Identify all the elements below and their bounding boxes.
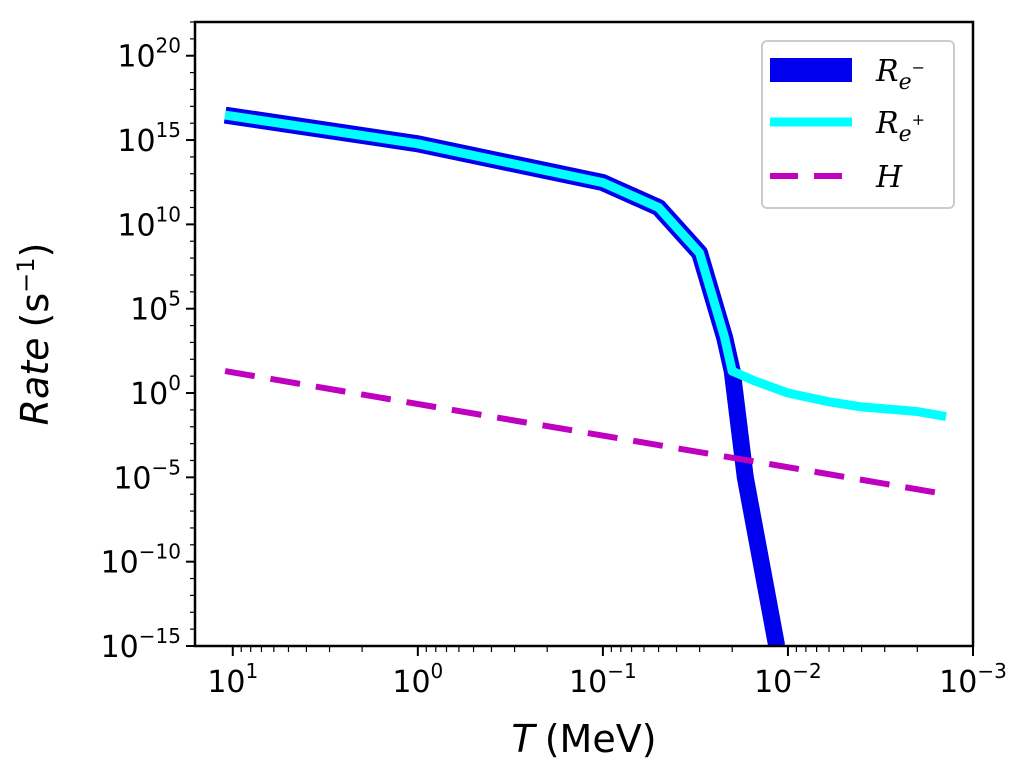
x-tick-label-0: 101 — [207, 659, 258, 700]
y-tick-label-5: 10−5 — [113, 455, 181, 496]
y-axis-label-unit: (s — [13, 293, 57, 328]
x-tick-label-2: 10−1 — [569, 659, 637, 700]
series-layer — [223, 106, 947, 646]
x-axis-label-unit: (MeV) — [545, 717, 657, 761]
series-line-3 — [224, 368, 947, 498]
series-line-2 — [224, 110, 947, 422]
y-tick-label-7: 10−15 — [101, 624, 181, 665]
y-axis-label: Rate (s−1) — [12, 243, 57, 426]
legend: Re− Re+ H — [761, 40, 955, 209]
x-tick-label-4: 10−3 — [939, 659, 1007, 700]
y-tick-label-6: 10−10 — [101, 540, 181, 581]
series-line-1 — [223, 106, 786, 646]
y-tick-label-4: 100 — [130, 371, 181, 412]
x-axis-label: T (MeV) — [511, 717, 656, 761]
y-tick-label-0: 1020 — [117, 34, 181, 75]
y-axis-ticks: 1020 1015 1010 105 100 10−5 10−10 10−15 — [101, 21, 195, 665]
y-axis-label-unit-exponent: −1 — [12, 257, 40, 292]
legend-label-1: Re− — [875, 54, 925, 95]
y-tick-label-3: 105 — [130, 287, 181, 328]
plot-frame — [193, 20, 975, 648]
x-axis-ticks: 101 100 10−1 10−2 10−3 — [207, 646, 1007, 700]
legend-label-3: H — [875, 160, 903, 195]
y-axis-label-text: Rate — [13, 337, 57, 425]
x-tick-label-3: 10−2 — [754, 659, 822, 700]
legend-label-2: Re+ — [875, 106, 925, 147]
legend-box — [761, 40, 955, 209]
y-tick-label-2: 1010 — [117, 202, 181, 243]
y-tick-label-1: 1015 — [117, 118, 181, 159]
x-tick-label-1: 100 — [392, 659, 443, 700]
y-axis-label-unit-close: ) — [13, 243, 57, 258]
x-axis-label-symbol: T — [511, 717, 537, 761]
